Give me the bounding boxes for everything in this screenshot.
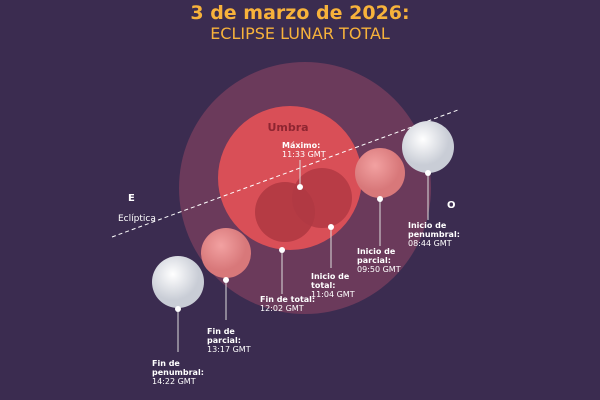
event-label: Fin de [207, 327, 235, 336]
event-time: 14:22 GMT [152, 377, 196, 386]
event-dot [279, 247, 285, 253]
moon-total-end [255, 182, 315, 242]
title: 3 de marzo de 2026: [190, 2, 409, 24]
event-dot [223, 277, 229, 283]
event-label: Fin de [152, 359, 180, 368]
subtitle: ECLIPSE LUNAR TOTAL [210, 24, 390, 43]
event-dot [297, 184, 303, 190]
event-label: Inicio de [357, 247, 396, 256]
event-time: 13:17 GMT [207, 345, 251, 354]
event-label: total: [311, 281, 335, 290]
moon-partial-start [355, 148, 405, 198]
event-label: Fin de total: [260, 295, 315, 304]
event-dot [328, 224, 334, 230]
event-time: 08:44 GMT [408, 239, 452, 248]
event-time: 09:50 GMT [357, 265, 401, 274]
moon-partial-end [201, 228, 251, 278]
event-dot [377, 196, 383, 202]
event-time: 11:04 GMT [311, 290, 355, 299]
event-time: 12:02 GMT [260, 304, 304, 313]
event-dot [175, 306, 181, 312]
west-label: O [447, 200, 456, 211]
event-label: parcial: [357, 256, 391, 265]
event-label: Inicio de [311, 272, 350, 281]
event-label: penumbral: [152, 368, 204, 377]
event-label: Máximo: [282, 141, 320, 150]
east-label: E [128, 193, 135, 204]
event-label: Inicio de [408, 221, 447, 230]
event-label: parcial: [207, 336, 241, 345]
event-time: 11:33 GMT [282, 150, 326, 159]
ecliptic-label: Eclíptica [118, 214, 156, 224]
moon-penumbral-end [152, 256, 204, 308]
moon-penumbral-start [402, 121, 454, 173]
ecliptic [111, 109, 459, 238]
event-dot [425, 170, 431, 176]
event-label: penumbral: [408, 230, 460, 239]
umbra-label: Umbra [267, 121, 308, 134]
